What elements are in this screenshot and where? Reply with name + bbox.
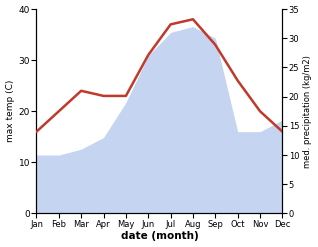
Y-axis label: max temp (C): max temp (C) [5, 80, 15, 143]
X-axis label: date (month): date (month) [121, 231, 198, 242]
Y-axis label: med. precipitation (kg/m2): med. precipitation (kg/m2) [303, 55, 313, 168]
